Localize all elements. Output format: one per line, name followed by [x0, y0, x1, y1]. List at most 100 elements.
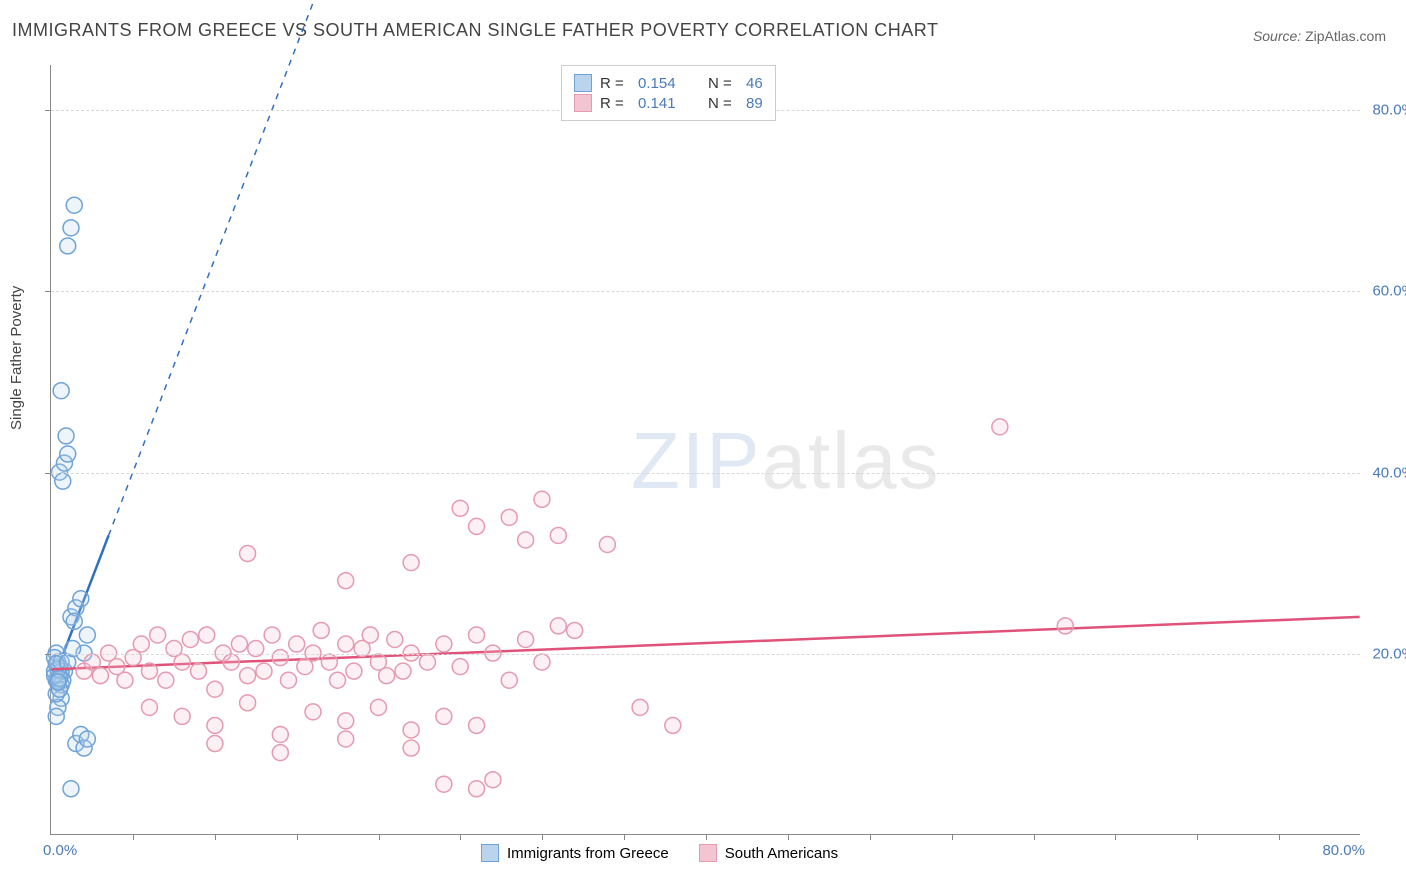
x-tick: [460, 834, 461, 840]
data-point: [66, 197, 82, 213]
data-point: [158, 672, 174, 688]
data-point: [436, 776, 452, 792]
data-point: [272, 650, 288, 666]
data-point: [60, 238, 76, 254]
data-point: [419, 654, 435, 670]
data-point: [469, 781, 485, 797]
data-point: [338, 713, 354, 729]
data-point: [436, 636, 452, 652]
source-attribution: Source: ZipAtlas.com: [1253, 28, 1386, 44]
data-point: [632, 699, 648, 715]
r-value-southamerican: 0.141: [638, 95, 688, 112]
data-point: [501, 509, 517, 525]
legend-swatch-greece: [574, 74, 592, 92]
data-point: [272, 726, 288, 742]
data-point: [199, 627, 215, 643]
data-point: [395, 663, 411, 679]
data-point: [264, 627, 280, 643]
data-point: [403, 740, 419, 756]
data-point: [313, 622, 329, 638]
data-point: [240, 668, 256, 684]
x-tick: [379, 834, 380, 840]
legend-swatch-greece-icon: [481, 844, 499, 862]
data-point: [338, 636, 354, 652]
data-point: [174, 654, 190, 670]
x-tick: [788, 834, 789, 840]
data-point: [518, 532, 534, 548]
data-point: [182, 631, 198, 647]
data-point: [305, 704, 321, 720]
data-point: [362, 627, 378, 643]
source-value: ZipAtlas.com: [1305, 28, 1386, 44]
n-label: N =: [708, 75, 738, 92]
data-point: [117, 672, 133, 688]
x-tick-start: 0.0%: [43, 842, 77, 859]
y-tick: [45, 110, 51, 111]
data-point: [150, 627, 166, 643]
n-value-greece: 46: [746, 75, 763, 92]
data-point: [534, 654, 550, 670]
grid-line: [51, 291, 1360, 292]
y-tick: [45, 291, 51, 292]
n-label: N =: [708, 95, 738, 112]
data-point: [50, 674, 66, 690]
data-point: [240, 546, 256, 562]
data-point: [992, 419, 1008, 435]
data-point: [518, 631, 534, 647]
legend-swatch-southamerican-icon: [699, 844, 717, 862]
data-point: [66, 613, 82, 629]
trend-line-dashed: [109, 0, 362, 535]
x-tick-end: 80.0%: [1322, 842, 1365, 859]
x-tick: [1115, 834, 1116, 840]
data-point: [1057, 618, 1073, 634]
data-point: [133, 636, 149, 652]
data-point: [436, 708, 452, 724]
data-point: [63, 781, 79, 797]
data-point: [58, 428, 74, 444]
data-point: [60, 446, 76, 462]
data-point: [501, 672, 517, 688]
data-point: [79, 731, 95, 747]
data-point: [387, 631, 403, 647]
x-tick: [624, 834, 625, 840]
data-point: [665, 717, 681, 733]
data-point: [63, 220, 79, 236]
data-point: [485, 772, 501, 788]
data-point: [191, 663, 207, 679]
data-point: [272, 745, 288, 761]
x-tick: [542, 834, 543, 840]
x-tick: [297, 834, 298, 840]
grid-line: [51, 473, 1360, 474]
data-point: [321, 654, 337, 670]
data-point: [141, 663, 157, 679]
data-point: [289, 636, 305, 652]
r-label: R =: [600, 95, 630, 112]
data-point: [55, 473, 71, 489]
x-tick: [133, 834, 134, 840]
data-point: [452, 659, 468, 675]
x-tick: [1034, 834, 1035, 840]
data-point: [452, 500, 468, 516]
r-value-greece: 0.154: [638, 75, 688, 92]
data-point: [330, 672, 346, 688]
r-label: R =: [600, 75, 630, 92]
data-point: [599, 537, 615, 553]
plot-area: ZIPatlas R = 0.154 N = 46 R = 0.141 N = …: [50, 65, 1360, 835]
data-point: [370, 699, 386, 715]
data-point: [53, 383, 69, 399]
legend-item-greece: Immigrants from Greece: [481, 844, 669, 862]
y-tick-label: 60.0%: [1372, 283, 1406, 300]
legend-row-southamerican: R = 0.141 N = 89: [574, 94, 763, 112]
y-tick-label: 20.0%: [1372, 645, 1406, 662]
chart-container: IMMIGRANTS FROM GREECE VS SOUTH AMERICAN…: [0, 0, 1406, 892]
data-point: [550, 618, 566, 634]
data-point: [73, 591, 89, 607]
data-point: [207, 736, 223, 752]
x-tick: [952, 834, 953, 840]
data-point: [207, 717, 223, 733]
data-point: [469, 518, 485, 534]
data-point: [174, 708, 190, 724]
series-legend: Immigrants from Greece South Americans: [481, 844, 838, 862]
y-axis-label: Single Father Poverty: [8, 286, 25, 430]
n-value-southamerican: 89: [746, 95, 763, 112]
